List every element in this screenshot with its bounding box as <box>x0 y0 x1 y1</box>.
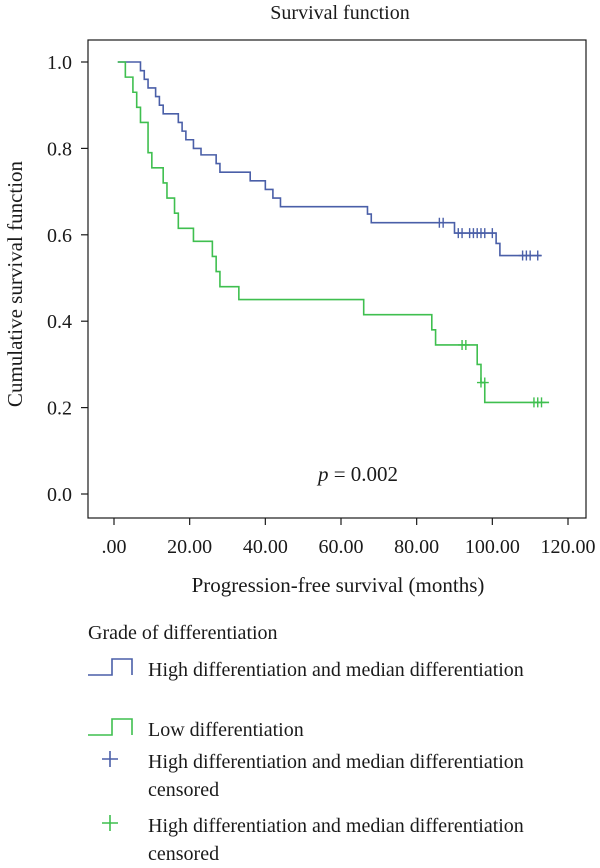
censor-mark <box>439 218 447 228</box>
x-tick-label: 40.00 <box>243 536 288 558</box>
survival-curve-high-median <box>118 62 542 256</box>
x-tick-label: 80.00 <box>394 536 439 558</box>
legend-label-high-median-censored-green: High differentiation and median differen… <box>148 812 528 868</box>
p-value-annotation: p = 0.002 <box>316 462 398 486</box>
legend-item-high-median-censored-green: High differentiation and median differen… <box>86 808 586 868</box>
x-axis: .00 20.00 40.00 60.00 80.00 100.00 120.00 <box>102 518 596 558</box>
censor-mark <box>488 228 496 238</box>
legend-item-high-median-censored: High differentiation and median differen… <box>86 744 586 804</box>
green-step-line-icon <box>86 712 136 742</box>
survival-chart: Survival function 0.0 0.2 0.4 0.6 0.8 1.0 .00… <box>0 0 600 618</box>
chart-title: Survival function <box>270 2 409 24</box>
censor-mark <box>534 251 542 261</box>
legend-item-high-median: High differentiation and median differen… <box>86 652 586 712</box>
y-tick-label: 0.2 <box>47 398 72 420</box>
y-tick-label: 0.6 <box>47 225 72 247</box>
x-axis-label: Progression-free survival (months) <box>192 573 485 597</box>
series-layer <box>118 62 549 407</box>
legend-label-low: Low differentiation <box>148 716 528 744</box>
censor-mark <box>462 340 470 350</box>
legend-title: Grade of differentiation <box>88 622 278 645</box>
censor-mark <box>481 228 489 238</box>
y-tick-label: 0.4 <box>47 311 72 333</box>
censor-mark <box>538 397 546 407</box>
blue-plus-icon <box>86 744 136 774</box>
y-axis: 0.0 0.2 0.4 0.6 0.8 1.0 <box>47 52 88 506</box>
blue-step-line-icon <box>86 652 136 682</box>
x-tick-label: 20.00 <box>167 536 212 558</box>
p-value-symbol: p <box>316 462 329 486</box>
legend-label-high-median: High differentiation and median differen… <box>148 656 528 684</box>
y-tick-label: 0.0 <box>47 484 72 506</box>
censor-mark <box>458 228 466 238</box>
x-tick-label: 60.00 <box>319 536 364 558</box>
p-value-text: = 0.002 <box>328 462 398 486</box>
x-tick-label: 100.00 <box>465 536 520 558</box>
y-axis-label: Cumulative survival function <box>3 160 27 407</box>
x-tick-label: 120.00 <box>541 536 596 558</box>
legend-label-high-median-censored: High differentiation and median differen… <box>148 748 528 804</box>
y-tick-label: 1.0 <box>47 52 72 74</box>
y-tick-label: 0.8 <box>47 138 72 160</box>
x-tick-label: .00 <box>102 536 127 558</box>
censor-mark <box>481 378 489 388</box>
censor-mark <box>526 251 534 261</box>
green-plus-icon <box>86 808 136 838</box>
